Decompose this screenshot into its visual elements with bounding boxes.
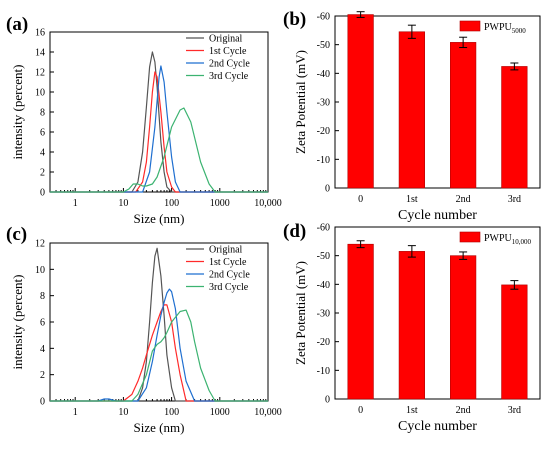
bar-0: [347, 14, 374, 189]
bar-0: [347, 243, 374, 400]
x-axis-label: Cycle number: [398, 419, 477, 434]
legend-subscript: 5000: [512, 27, 527, 35]
legend-label: 2nd Cycle: [209, 59, 250, 70]
series-line-3: [50, 288, 268, 402]
bar-2nd: [450, 42, 477, 189]
legend-subscript: 10,000: [512, 238, 532, 246]
x-tick-label: 1st: [406, 194, 418, 205]
x-tick-label: 3rd: [508, 194, 521, 205]
legend-label: 3rd Cycle: [209, 282, 249, 293]
y-tick-label: 0: [40, 188, 45, 199]
x-tick-label: 100: [164, 407, 179, 418]
legend-label: PWPU5000: [484, 22, 526, 35]
series-line-2: [50, 71, 268, 193]
chart-panel-d: (d) 0 -10 -20 -30 -40 -50 -60 0 1st 2nd 3rd Cycle nu…: [283, 221, 541, 434]
y-tick-label: 8: [40, 108, 45, 119]
series-line-3: [50, 65, 268, 193]
panel-label: (a): [6, 14, 28, 35]
legend-label: PWPU10,000: [484, 233, 532, 246]
y-tick-label: -40: [317, 69, 330, 80]
panel-label: (b): [283, 9, 306, 30]
y-tick-label: 8: [40, 291, 45, 302]
y-tick-label: 4: [40, 148, 45, 159]
bar-2nd: [450, 255, 477, 400]
legend-label: 1st Cycle: [209, 257, 247, 268]
chart-panel-c: (c) 1 10 100 1000 10,000 0 2 4 6 8 10 12 Size (nm) int…: [6, 224, 282, 435]
y-tick-label: 0: [325, 184, 330, 195]
y-tick-label: -20: [317, 126, 330, 137]
series-line-2: [50, 304, 268, 402]
y-tick-label: 6: [40, 128, 45, 139]
x-tick-label: 2nd: [456, 194, 471, 205]
y-tick-label: -10: [317, 155, 330, 166]
y-tick-label: -60: [317, 12, 330, 23]
chart-panel-b: (b) 0 -10 -20 -30 -40 -50 -60 0 1st 2nd 3rd Cycle nu…: [283, 9, 541, 223]
y-tick-label: 10: [35, 88, 45, 99]
x-tick-label: 1: [73, 198, 78, 209]
x-tick-label: 1000: [210, 407, 230, 418]
x-axis-label: Cycle number: [398, 208, 477, 223]
y-tick-label: -50: [317, 251, 330, 262]
legend-label: Original: [209, 34, 243, 45]
y-tick-label: 10: [35, 265, 45, 276]
y-tick-label: -40: [317, 280, 330, 291]
y-tick-label: 12: [35, 68, 45, 79]
y-tick-label: 2: [40, 370, 45, 381]
bar-3rd: [501, 284, 528, 400]
panel-label: (d): [283, 221, 306, 242]
y-tick-label: 6: [40, 318, 45, 329]
panel-label: (c): [6, 224, 27, 245]
y-tick-label: -20: [317, 337, 330, 348]
y-tick-label: -30: [317, 98, 330, 109]
x-tick-label: 1000: [210, 198, 230, 209]
x-axis-label: Size (nm): [134, 211, 185, 226]
series-line-4: [50, 107, 268, 193]
chart-panel-a: (a) 1 10 100 1000 10,000 0 2 4 6 8 10 12 14 16 Size (nm…: [6, 14, 282, 226]
x-tick-label: 1: [73, 407, 78, 418]
y-axis-label: intensity (percent): [10, 275, 25, 370]
y-tick-label: 2: [40, 168, 45, 179]
y-tick-label: 14: [35, 48, 45, 59]
x-tick-label: 0: [358, 405, 363, 416]
y-tick-label: 0: [325, 395, 330, 406]
x-tick-label: 10: [118, 198, 128, 209]
legend-swatch: [459, 20, 481, 32]
y-tick-label: -50: [317, 40, 330, 51]
y-tick-label: 4: [40, 344, 45, 355]
x-tick-label: 3rd: [508, 405, 521, 416]
y-axis-label: Zeta Potential (mV): [293, 261, 308, 365]
x-tick-label: 10,000: [254, 198, 282, 209]
series-line-1: [50, 51, 268, 193]
x-tick-label: 10,000: [254, 407, 282, 418]
bar-1st: [398, 251, 425, 400]
legend-label: 2nd Cycle: [209, 270, 250, 281]
legend-label: Original: [209, 245, 243, 256]
bar-1st: [398, 31, 425, 189]
y-tick-label: -60: [317, 223, 330, 234]
x-tick-label: 100: [164, 198, 179, 209]
x-axis-label: Size (nm): [134, 420, 185, 435]
y-tick-label: 12: [35, 239, 45, 250]
y-axis-label: intensity (percent): [10, 65, 25, 160]
y-tick-label: 16: [35, 28, 45, 39]
y-tick-label: 0: [40, 397, 45, 408]
x-tick-label: 1st: [406, 405, 418, 416]
legend-label: 3rd Cycle: [209, 71, 249, 82]
legend-label: 1st Cycle: [209, 46, 247, 57]
x-tick-label: 10: [118, 407, 128, 418]
legend-swatch: [459, 231, 481, 243]
y-axis-label: Zeta Potential (mV): [293, 50, 308, 154]
x-tick-label: 2nd: [456, 405, 471, 416]
y-tick-label: -30: [317, 309, 330, 320]
series-line-4: [50, 309, 268, 402]
x-tick-label: 0: [358, 194, 363, 205]
y-tick-label: -10: [317, 366, 330, 377]
bar-3rd: [501, 66, 528, 189]
